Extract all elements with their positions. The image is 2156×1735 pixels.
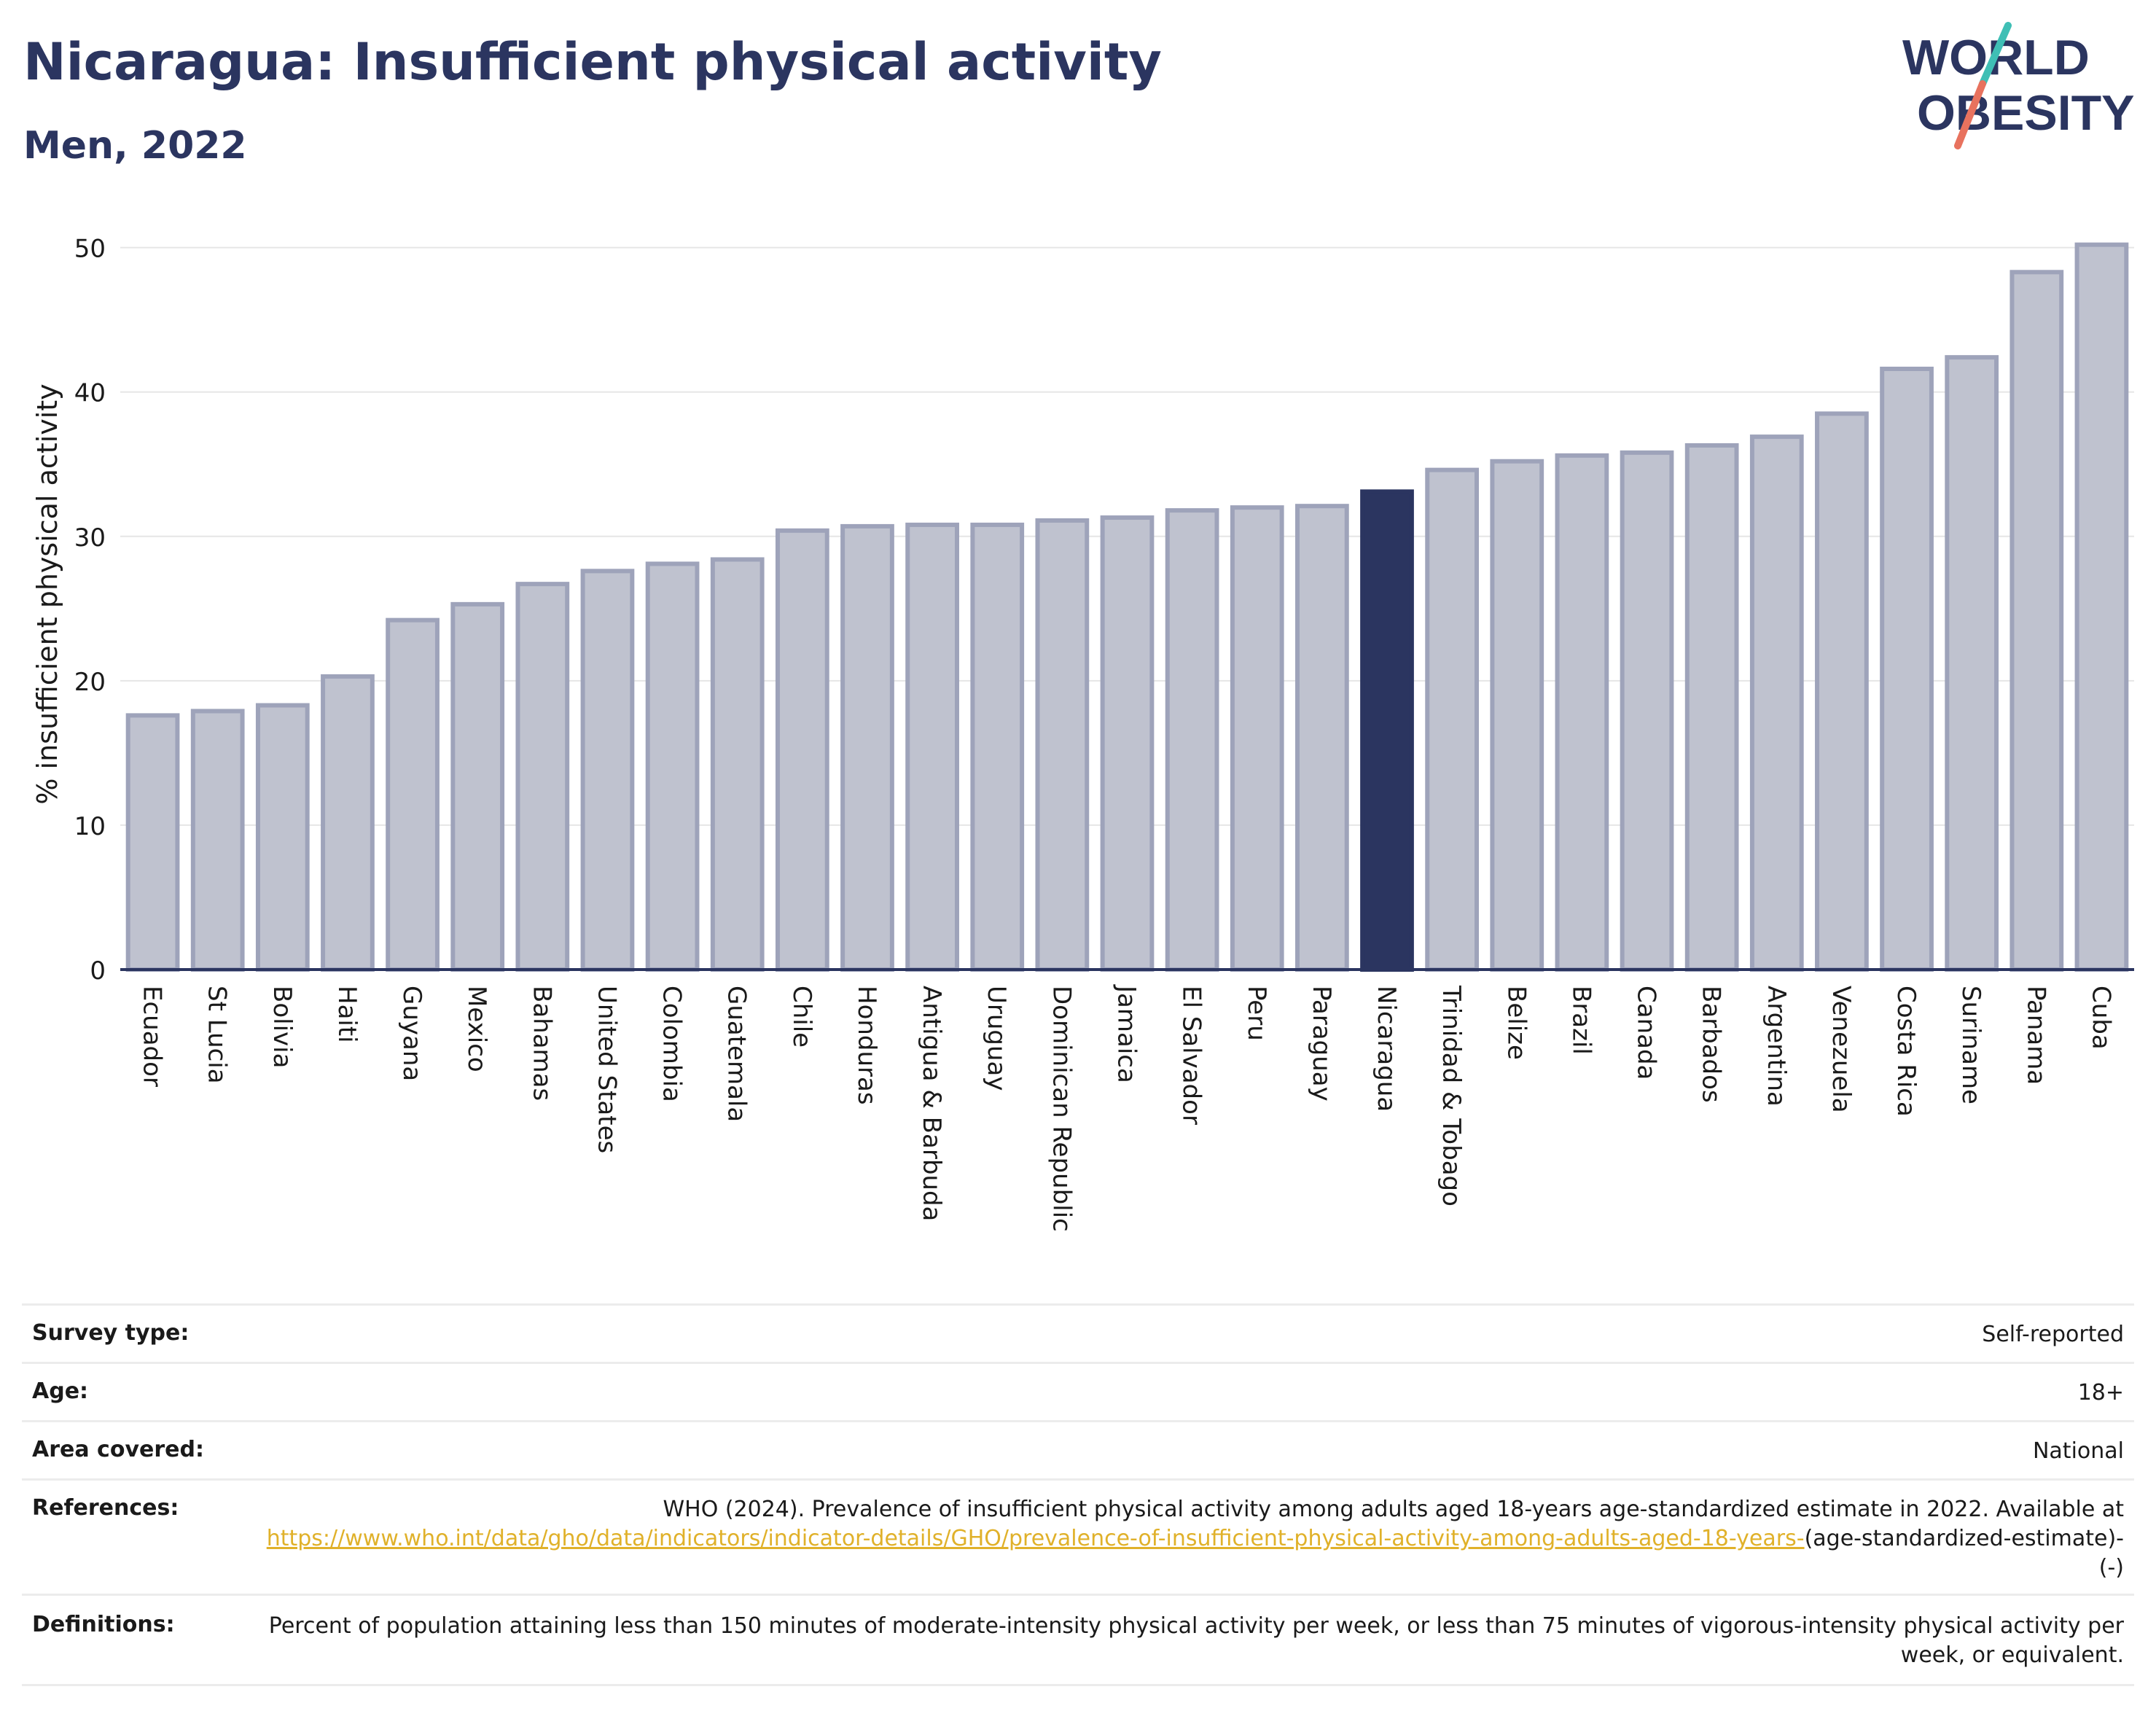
bar [321,674,375,972]
y-tick-label: 10 [74,812,106,841]
logo-line-2: OBESITY [1917,85,2135,141]
bar [1684,442,1739,972]
x-tick-label: Nicaragua [1372,986,1401,1112]
bar [1425,467,1480,972]
meta-row-age: Age: 18+ [22,1362,2134,1422]
x-tick-label: Canada [1632,986,1661,1080]
bar-chart: 0 10 20 30 40 50 Ecuador St Lucia Bolivia Haiti G… [31,235,2134,1232]
x-tick-label: Bolivia [267,986,297,1068]
world-obesity-logo: WORLD OBESITY [1902,22,2135,149]
bar [190,709,245,972]
chart-subtitle: Men, 2022 [23,124,247,168]
meta-value: WHO (2024). Prevalence of insufficient p… [241,1480,2134,1595]
x-tick-label: Belize [1501,986,1531,1060]
bar [1880,367,1934,972]
y-tick-label: 50 [74,235,106,264]
x-tick-label: Brazil [1566,986,1595,1055]
x-tick-label: Uruguay [982,986,1011,1091]
x-tick-label: United States [592,986,621,1153]
bar [710,557,765,972]
chart-title: Nicaragua: Insufficient physical activit… [23,32,1162,92]
metadata-table: Survey type: Self-reported Age: 18+ Area… [22,1303,2134,1686]
reference-suffix: (age-standardized-estimate)-(-) [1804,1526,2124,1580]
bar [905,522,959,972]
meta-label: Definitions: [32,1612,175,1637]
x-tick-label: Colombia [657,986,687,1102]
meta-label: References: [32,1495,179,1521]
meta-row-definitions: Definitions: Percent of population attai… [22,1594,2134,1685]
x-tick-label: Bahamas [527,986,556,1101]
y-tick-label: 40 [74,379,106,408]
bar [1295,504,1349,972]
bar [2009,270,2064,972]
x-tick-label: Haiti [332,986,362,1043]
x-tick-label: Venezuela [1827,986,1856,1113]
bar [515,582,570,972]
bar [1490,459,1544,972]
x-tick-label: Trinidad & Tobago [1437,985,1466,1206]
bar [125,713,180,972]
x-tick-label: Barbados [1697,986,1726,1103]
bar [386,617,440,972]
bar [1165,508,1219,972]
bar [255,703,310,972]
y-tick-labels: 0 10 20 30 40 50 [74,235,106,986]
bar [1035,518,1090,972]
meta-value: Percent of population attaining less tha… [268,1613,2124,1668]
bar [1945,355,1999,972]
bar [1555,453,1609,972]
x-tick-label: Honduras [852,986,881,1105]
x-tick-label: Argentina [1762,986,1791,1107]
x-tick-label: Cuba [2086,986,2115,1050]
x-tick-labels: Ecuador St Lucia Bolivia Haiti Guyana Mexico B… [138,984,2116,1232]
x-tick-label: Paraguay [1307,986,1336,1102]
x-tick-label: Suriname [1956,986,1985,1104]
meta-value: Self-reported [1982,1322,2124,1347]
x-tick-label: Peru [1242,986,1271,1041]
meta-label: Survey type: [32,1320,190,1346]
x-tick-label: Costa Rica [1891,986,1921,1117]
bar [1815,411,1869,972]
x-tick-label: Chile [787,986,816,1048]
meta-label: Age: [32,1379,89,1404]
y-tick-label: 0 [90,956,106,986]
y-tick-label: 20 [74,668,106,697]
x-tick-label: St Lucia [203,986,232,1084]
bar [840,523,894,972]
bars [125,242,2129,972]
meta-value: National [2032,1438,2124,1464]
x-tick-label: Guyana [397,986,426,1081]
x-tick-label: El Salvador [1177,986,1206,1125]
x-tick-label: Mexico [462,986,491,1072]
meta-value: 18+ [2077,1380,2124,1405]
bar [1100,515,1155,972]
meta-row-survey-type: Survey type: Self-reported [22,1304,2134,1363]
y-axis-title: % insufficient physical activity [31,383,63,804]
reference-text: WHO (2024). Prevalence of insufficient p… [663,1497,2124,1522]
logo-slash-bottom [1954,80,1986,149]
bar [645,561,700,972]
x-tick-label: Dominican Republic [1047,986,1076,1232]
meta-row-area: Area covered: National [22,1421,2134,1480]
bar [580,569,635,972]
logo-slash-top [1979,22,2012,87]
bar [450,601,505,972]
x-tick-label: Jamaica [1112,984,1141,1083]
x-tick-label: Antigua & Barbuda [917,986,946,1221]
bar [1749,434,1804,972]
meta-row-references: References: WHO (2024). Prevalence of in… [22,1479,2134,1595]
meta-label: Area covered: [32,1437,204,1462]
x-tick-label: Ecuador [138,986,167,1087]
bar [970,522,1025,972]
x-tick-label: Guatemala [722,986,751,1122]
bar [775,528,829,972]
y-tick-label: 30 [74,523,106,553]
bar [1360,489,1414,972]
reference-link[interactable]: https://www.who.int/data/gho/data/indica… [266,1526,1805,1551]
bar [1620,450,1674,972]
bar [1230,505,1284,972]
bar [2074,242,2129,972]
x-tick-label: Panama [2021,986,2050,1085]
